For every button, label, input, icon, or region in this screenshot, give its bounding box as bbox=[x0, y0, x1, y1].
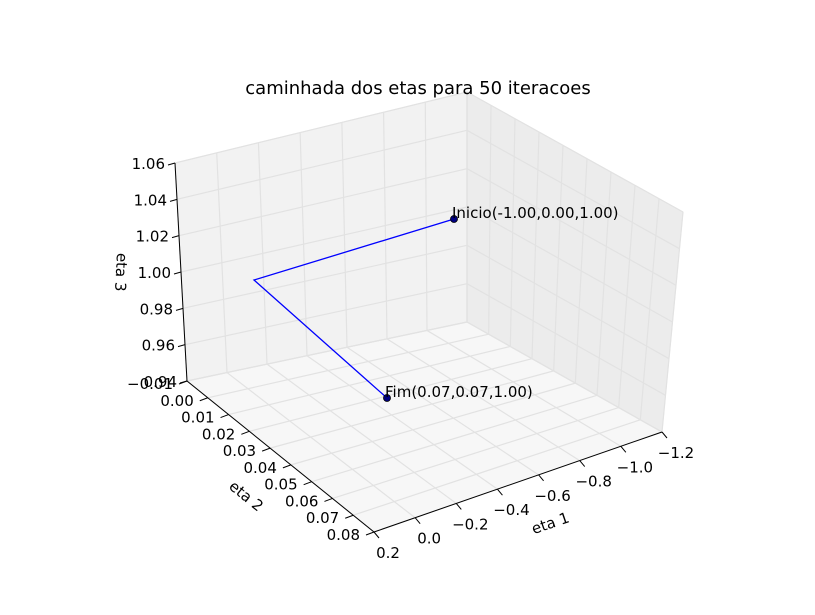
y-tick-label: 0.08 bbox=[327, 526, 360, 544]
x-tick bbox=[455, 503, 462, 510]
z-tick-label: 0.94 bbox=[144, 373, 177, 391]
y-tick-label: 0.01 bbox=[181, 409, 214, 427]
y-gridline bbox=[311, 394, 598, 483]
y-tick-label: 0.05 bbox=[264, 476, 297, 494]
z-gridline-right bbox=[466, 283, 666, 396]
z-tick-label: 0.98 bbox=[140, 300, 173, 318]
x-gridline bbox=[346, 346, 539, 476]
z-tick-label: 1.00 bbox=[138, 264, 171, 282]
z-tick bbox=[171, 235, 180, 239]
y-tick bbox=[220, 414, 229, 419]
x-tick bbox=[538, 474, 544, 482]
tick-labels: −1.2−1.0−0.8−0.6−0.4−0.20.00.2−0.010.000… bbox=[127, 155, 694, 562]
z-gridline bbox=[174, 91, 468, 164]
z-tick-label: 1.02 bbox=[136, 228, 169, 246]
annotation-label: Inicio(-1.00,0.00,1.00) bbox=[452, 204, 619, 222]
x-gridline bbox=[226, 372, 416, 519]
z-tick bbox=[173, 271, 182, 275]
y-axis-line bbox=[186, 380, 375, 533]
series-line bbox=[252, 218, 455, 399]
z-tick bbox=[175, 307, 184, 311]
data-series: Inicio(-1.00,0.00,1.00) Fim(0.07,0.07,1.0… bbox=[252, 204, 619, 402]
x-tick-label: −0.4 bbox=[493, 501, 529, 519]
y-tick-label: 0.00 bbox=[160, 392, 193, 410]
x-tick bbox=[373, 531, 380, 539]
z-gridline bbox=[182, 244, 468, 309]
x-tick bbox=[414, 517, 421, 525]
y-gridline bbox=[207, 333, 489, 399]
x-gridline bbox=[306, 355, 498, 490]
y-tick bbox=[241, 430, 250, 435]
y-tick bbox=[261, 447, 271, 452]
annotation-marker bbox=[450, 215, 458, 223]
z-gridline-right bbox=[466, 206, 673, 323]
x-tick-label: 0.2 bbox=[376, 544, 400, 562]
y-tick-label: 0.02 bbox=[202, 425, 235, 443]
y-gridline bbox=[249, 358, 533, 432]
y-tick bbox=[365, 531, 375, 536]
z-tick bbox=[169, 198, 178, 202]
x-gridline bbox=[266, 363, 457, 504]
x-tick-label: −0.8 bbox=[575, 473, 611, 491]
y-tick bbox=[324, 497, 333, 502]
z-tick bbox=[177, 344, 186, 348]
x-tick bbox=[620, 445, 627, 453]
z-gridline-right bbox=[466, 91, 684, 213]
y-tick-label: −0.01 bbox=[127, 375, 173, 393]
z-tick bbox=[179, 380, 188, 384]
y-gridline bbox=[228, 345, 511, 416]
z-gridline-right bbox=[466, 129, 680, 250]
y-tick bbox=[345, 514, 354, 519]
x-tick-label: −1.2 bbox=[658, 444, 694, 462]
z-gridline-right bbox=[466, 244, 670, 360]
x-tick-label: −0.6 bbox=[534, 487, 570, 505]
y-gridline bbox=[290, 382, 576, 466]
y-gridline bbox=[353, 419, 641, 516]
x-tick bbox=[661, 431, 668, 439]
x-axis-line bbox=[373, 431, 663, 533]
z-gridline bbox=[176, 129, 468, 200]
y-tick bbox=[199, 397, 208, 402]
x-tick-label: −0.2 bbox=[452, 515, 488, 533]
z-gridline bbox=[186, 321, 468, 382]
y-tick-label: 0.03 bbox=[223, 442, 256, 460]
z-gridline-right bbox=[466, 168, 677, 286]
y-gridline bbox=[332, 406, 619, 500]
axes-panes bbox=[174, 91, 684, 533]
y-tick-label: 0.04 bbox=[243, 459, 276, 477]
y-gridline bbox=[269, 370, 554, 449]
chart-title: caminhada dos etas para 50 iteracoes bbox=[245, 78, 590, 99]
z-tick-label: 1.06 bbox=[132, 155, 165, 173]
z-tick-label: 0.96 bbox=[142, 337, 175, 355]
x-tick-label: −1.0 bbox=[617, 458, 653, 476]
annotation-label: Fim(0.07,0.07,1.00) bbox=[385, 383, 533, 401]
x-tick-label: 0.0 bbox=[417, 530, 441, 548]
x-tick bbox=[579, 460, 586, 467]
z-axis-label: eta 3 bbox=[111, 253, 131, 293]
tick-marks bbox=[167, 162, 668, 539]
x-gridline bbox=[386, 338, 581, 462]
z-gridline bbox=[178, 168, 468, 237]
z-tick-label: 1.04 bbox=[134, 191, 167, 209]
y-tick bbox=[303, 481, 312, 486]
z-gridline bbox=[184, 283, 468, 346]
annotation-marker bbox=[383, 394, 391, 402]
z-tick bbox=[167, 162, 176, 166]
z-gridline bbox=[180, 206, 468, 273]
y-tick-label: 0.06 bbox=[285, 492, 318, 510]
x-gridline bbox=[426, 329, 622, 447]
y-tick bbox=[282, 464, 292, 469]
x-tick bbox=[497, 488, 503, 496]
y-tick-label: 0.07 bbox=[306, 509, 339, 527]
z-gridline-right bbox=[466, 321, 663, 433]
